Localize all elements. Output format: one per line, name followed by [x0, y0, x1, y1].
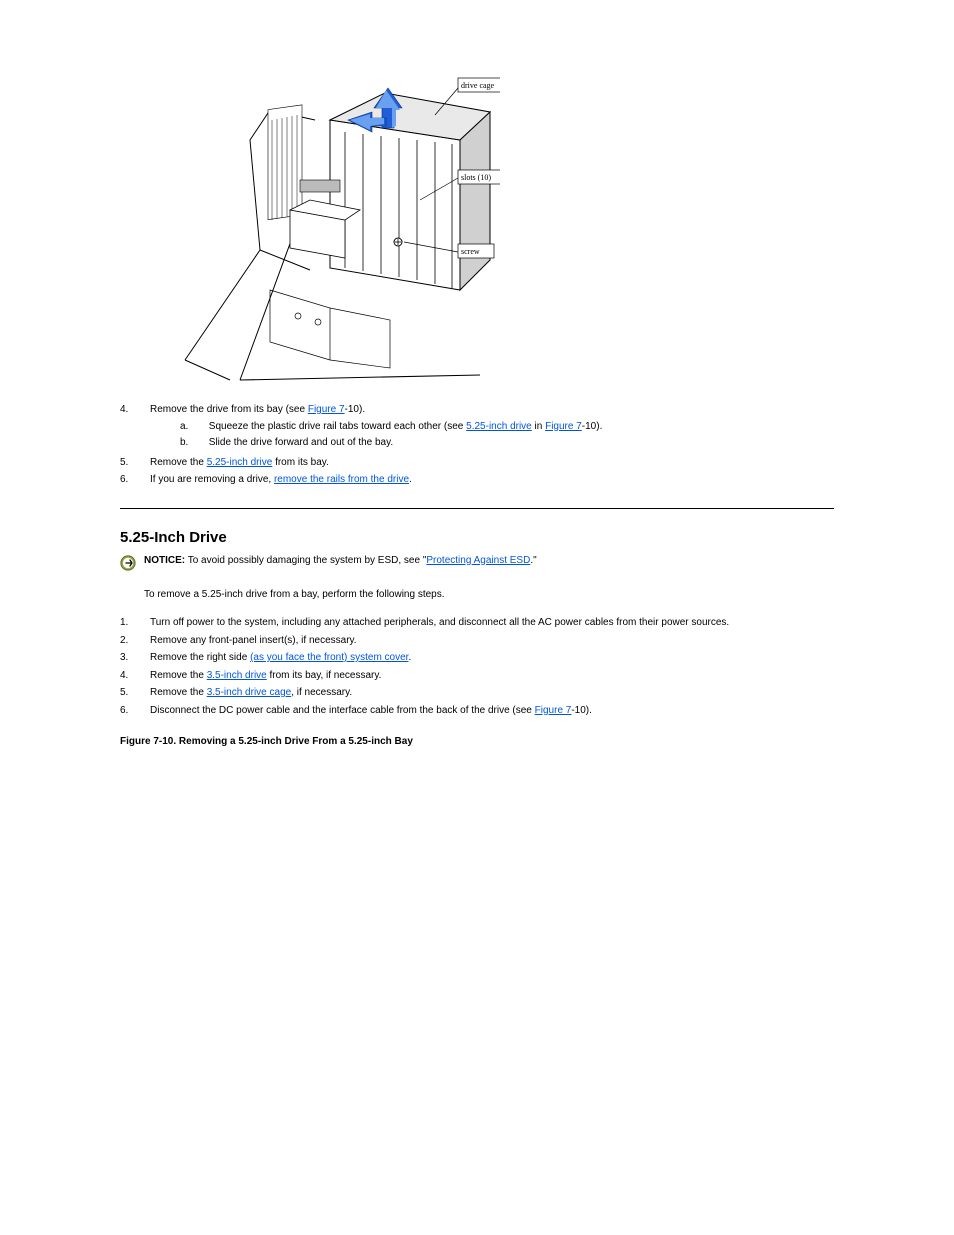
step-text: If you are removing a drive, remove the … — [150, 473, 834, 488]
substep: b. Slide the drive forward and out of th… — [180, 436, 834, 451]
step-text: Remove the drive from its bay (see Figur… — [150, 403, 834, 453]
notice-text: NOTICE: To avoid possibly damaging the s… — [144, 554, 537, 569]
step-item: 6. Disconnect the DC power cable and the… — [120, 704, 834, 719]
substep: a. Squeeze the plastic drive rail tabs t… — [180, 420, 834, 435]
step-item: 5. Remove the 5.25-inch drive from its b… — [120, 456, 834, 471]
step-number: 6. — [120, 704, 150, 719]
cross-ref-link[interactable]: 3.5-inch drive cage — [207, 687, 292, 698]
figure-link[interactable]: Figure 7 — [308, 404, 345, 415]
figure-link[interactable]: Figure 7 — [535, 705, 572, 716]
drive-cage-illustration: drive cage slots (10) screw — [180, 60, 500, 390]
step-item: 4. Remove the drive from its bay (see Fi… — [120, 403, 834, 453]
label-drive-cage: drive cage — [461, 81, 495, 90]
section-divider — [120, 508, 834, 509]
cross-ref-link[interactable]: remove the rails from the drive — [274, 474, 409, 485]
step-number: 4. — [120, 403, 150, 453]
step-number: 6. — [120, 473, 150, 488]
label-slots: slots (10) — [461, 173, 491, 182]
cross-ref-link[interactable]: 5.25-inch drive — [466, 421, 532, 432]
step-text: Remove the 3.5-inch drive from its bay, … — [150, 669, 834, 684]
notice: NOTICE: To avoid possibly damaging the s… — [120, 554, 834, 574]
steps-remove-525: 1. Turn off power to the system, includi… — [120, 616, 834, 718]
step-number: 1. — [120, 616, 150, 631]
step-text: Remove any front-panel insert(s), if nec… — [150, 634, 834, 649]
cross-ref-link[interactable]: 5.25-inch drive — [207, 457, 273, 468]
step-number: 2. — [120, 634, 150, 649]
figure-drive-cage: drive cage slots (10) screw — [180, 60, 834, 393]
step-item: 1. Turn off power to the system, includi… — [120, 616, 834, 631]
step-item: 6. If you are removing a drive, remove t… — [120, 473, 834, 488]
step-number: 3. — [120, 651, 150, 666]
step-text: Turn off power to the system, including … — [150, 616, 834, 631]
step-text: Remove the 5.25-inch drive from its bay. — [150, 456, 834, 471]
section-title: 5.25-Inch Drive — [120, 529, 834, 546]
step-number: 5. — [120, 456, 150, 471]
step-item: 3. Remove the right side (as you face th… — [120, 651, 834, 666]
label-screw: screw — [461, 247, 480, 256]
figure-caption: Figure 7-10. Removing a 5.25-inch Drive … — [120, 736, 834, 747]
step-number: 4. — [120, 669, 150, 684]
notice-icon — [120, 555, 138, 574]
esd-link[interactable]: Protecting Against ESD — [426, 555, 530, 566]
cross-ref-link[interactable]: (as you face the front) system cover — [250, 652, 408, 663]
step-item: 5. Remove the 3.5-inch drive cage, if ne… — [120, 686, 834, 701]
steps-remove-drive: 4. Remove the drive from its bay (see Fi… — [120, 403, 834, 488]
step-text: Remove the 3.5-inch drive cage, if neces… — [150, 686, 834, 701]
cross-ref-link[interactable]: 3.5-inch drive — [207, 670, 267, 681]
step-text: Disconnect the DC power cable and the in… — [150, 704, 834, 719]
instruction-text: To remove a 5.25-inch drive from a bay, … — [144, 588, 834, 603]
figure-link[interactable]: Figure 7 — [545, 421, 582, 432]
step-item: 4. Remove the 3.5-inch drive from its ba… — [120, 669, 834, 684]
step-text: Remove the right side (as you face the f… — [150, 651, 834, 666]
step-item: 2. Remove any front-panel insert(s), if … — [120, 634, 834, 649]
step-number: 5. — [120, 686, 150, 701]
